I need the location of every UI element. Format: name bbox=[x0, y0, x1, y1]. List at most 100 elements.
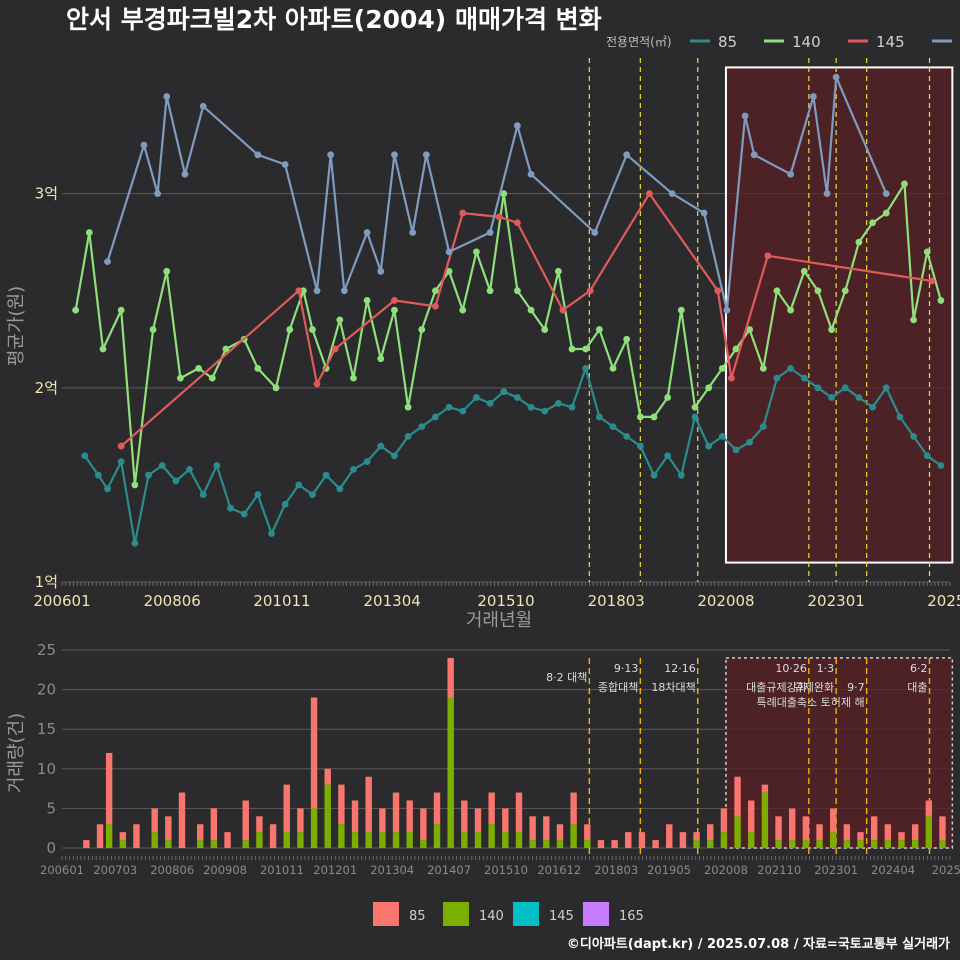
data-point-85 bbox=[459, 407, 467, 415]
volume-y-tick-label: 20 bbox=[37, 681, 56, 699]
data-point-140 bbox=[272, 384, 280, 392]
bar-140 bbox=[351, 832, 359, 848]
data-point-85 bbox=[418, 423, 426, 431]
bar-85 bbox=[597, 840, 605, 848]
data-point-165 bbox=[809, 93, 817, 100]
bar-140 bbox=[447, 697, 454, 848]
bar-85 bbox=[297, 808, 304, 833]
bar-85 bbox=[324, 768, 331, 785]
data-point-85 bbox=[595, 413, 603, 421]
bar-85 bbox=[283, 784, 290, 833]
bar-140 bbox=[761, 792, 769, 848]
data-point-165 bbox=[787, 170, 795, 178]
data-point-140 bbox=[149, 326, 157, 333]
volume-x-tick-label: 2025 bbox=[932, 863, 960, 877]
volume-x-tick-label: 201407 bbox=[427, 863, 471, 877]
bar-140 bbox=[843, 840, 851, 848]
bar-140 bbox=[570, 824, 577, 848]
bar-85 bbox=[748, 800, 755, 833]
data-point-85 bbox=[568, 403, 576, 411]
bar-85 bbox=[925, 800, 933, 817]
bar-140 bbox=[775, 840, 782, 848]
y-tick-label: 2억 bbox=[35, 379, 58, 397]
bar-140 bbox=[584, 840, 591, 848]
data-point-85 bbox=[554, 399, 562, 407]
data-point-165 bbox=[823, 190, 831, 198]
data-point-140 bbox=[85, 229, 93, 236]
bar-140 bbox=[392, 832, 400, 848]
x-axis-title: 거래년월 bbox=[466, 610, 532, 631]
data-point-85 bbox=[759, 423, 767, 431]
bar-140 bbox=[324, 784, 331, 848]
bar-140 bbox=[338, 824, 345, 848]
bar-140 bbox=[256, 832, 263, 848]
data-point-140 bbox=[609, 365, 617, 372]
bar-85 bbox=[165, 816, 172, 841]
data-point-85 bbox=[104, 485, 111, 493]
bar-140 bbox=[870, 840, 878, 848]
bar-85 bbox=[210, 808, 218, 841]
data-point-140 bbox=[636, 413, 644, 421]
data-point-140 bbox=[473, 248, 480, 256]
policy-annotation: 10·26 bbox=[775, 662, 807, 675]
bar-85 bbox=[707, 824, 714, 841]
bar-140 bbox=[939, 840, 946, 848]
bar-140 bbox=[420, 840, 427, 848]
data-point-140 bbox=[286, 326, 294, 333]
data-point-165 bbox=[281, 161, 289, 168]
data-point-145 bbox=[313, 380, 321, 388]
legend-title: 전용면적(㎡) bbox=[606, 35, 672, 49]
volume-y-axis-title: 거래량(건) bbox=[6, 713, 27, 793]
data-point-140 bbox=[677, 306, 685, 314]
data-point-165 bbox=[700, 209, 708, 217]
data-point-165 bbox=[154, 190, 162, 198]
bar-85 bbox=[119, 832, 126, 841]
bar-140 bbox=[830, 832, 837, 848]
data-point-140 bbox=[691, 403, 699, 411]
data-point-85 bbox=[513, 394, 521, 401]
data-point-165 bbox=[163, 93, 171, 100]
data-point-140 bbox=[459, 306, 467, 314]
data-point-140 bbox=[486, 287, 494, 295]
data-point-85 bbox=[855, 394, 863, 401]
policy-annotation: 1·3 bbox=[817, 662, 835, 675]
bar-85 bbox=[461, 800, 468, 833]
bar-85 bbox=[351, 800, 359, 833]
volume-x-tick-label: 202404 bbox=[871, 863, 915, 877]
data-point-85 bbox=[773, 374, 781, 382]
bar-140 bbox=[693, 840, 700, 848]
bar-85 bbox=[611, 840, 618, 848]
data-point-85 bbox=[923, 452, 931, 460]
bar-85 bbox=[543, 816, 550, 841]
bar-140 bbox=[297, 832, 304, 848]
data-point-140 bbox=[391, 306, 398, 314]
bar-85 bbox=[693, 832, 700, 841]
data-point-85 bbox=[882, 384, 890, 392]
x-tick-label: 200601 bbox=[33, 592, 90, 610]
bar-140 bbox=[911, 840, 919, 848]
bar-85 bbox=[761, 784, 769, 793]
data-point-145 bbox=[586, 287, 594, 295]
bar-140 bbox=[707, 840, 714, 848]
data-point-165 bbox=[377, 267, 385, 275]
data-point-140 bbox=[718, 365, 726, 372]
data-point-165 bbox=[527, 170, 535, 178]
data-point-85 bbox=[254, 491, 262, 499]
legend-label-140: 140 bbox=[792, 33, 821, 51]
data-point-140 bbox=[500, 190, 508, 198]
data-point-145 bbox=[928, 277, 936, 285]
bar-85 bbox=[133, 824, 140, 848]
data-point-165 bbox=[832, 73, 840, 81]
data-point-140 bbox=[208, 374, 216, 382]
volume-x-tick-label: 201011 bbox=[260, 863, 304, 877]
data-point-140 bbox=[746, 326, 754, 333]
data-point-165 bbox=[363, 229, 371, 236]
data-point-85 bbox=[841, 384, 849, 392]
bar-85 bbox=[502, 808, 509, 833]
data-point-140 bbox=[923, 248, 931, 256]
legend-bottom-label-85: 85 bbox=[409, 909, 426, 924]
bar-140 bbox=[105, 824, 113, 848]
bar-85 bbox=[666, 824, 673, 848]
data-point-140 bbox=[513, 287, 521, 295]
